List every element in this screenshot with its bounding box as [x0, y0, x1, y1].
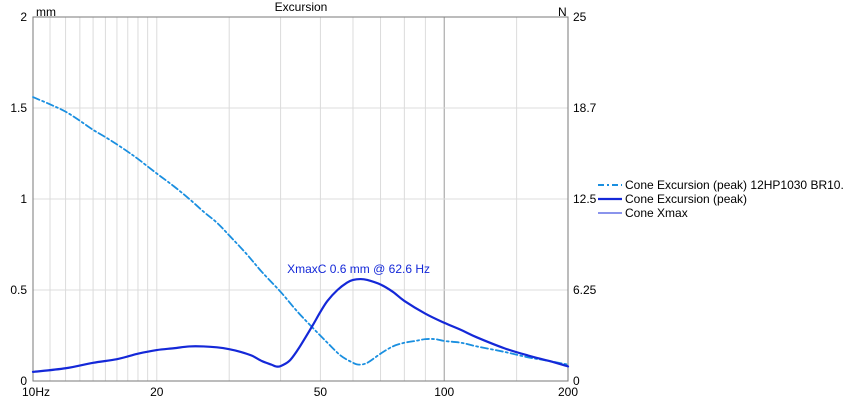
- legend-swatch-thin: [598, 208, 622, 218]
- legend-item-excursion-12hp1030: Cone Excursion (peak) 12HP1030 BR10.2: [598, 178, 844, 192]
- y-left-tick-label: 1.5: [10, 101, 27, 115]
- y-left-tick-label: 0.5: [10, 283, 27, 297]
- chart-title: Excursion: [275, 0, 328, 14]
- chart-legend: Cone Excursion (peak) 12HP1030 BR10.2 Co…: [598, 178, 844, 220]
- legend-item-excursion: Cone Excursion (peak): [598, 192, 840, 206]
- x-tick-label: 10Hz: [22, 385, 50, 399]
- y-left-unit-label: mm: [36, 5, 56, 19]
- y-right-tick-label: 25: [573, 10, 587, 24]
- series-line-solid: [31, 277, 570, 373]
- y-left-tick-label: 2: [20, 10, 27, 24]
- annotation-xmax: XmaxC 0.6 mm @ 62.6 Hz: [287, 262, 430, 276]
- legend-item-xmax: Cone Xmax: [598, 206, 840, 220]
- legend-label: Cone Excursion (peak) 12HP1030 BR10.2: [625, 178, 844, 192]
- series-layer: [31, 96, 570, 373]
- y-left-tick-label: 0: [20, 374, 27, 388]
- legend-swatch-solid: [598, 194, 622, 204]
- y-right-tick-label: 12.5: [573, 192, 597, 206]
- x-tick-label: 50: [314, 385, 328, 399]
- legend-swatch-solid-line: [598, 197, 622, 201]
- x-tick-label: 200: [558, 385, 578, 399]
- legend-label: Cone Excursion (peak): [625, 192, 748, 206]
- y-right-unit-label: N: [558, 5, 567, 19]
- label-layer: Excursion mm N 10Hz 20 50 100 20000.511.5206…: [10, 0, 596, 399]
- legend-swatch-dashdot: [598, 180, 622, 190]
- legend-swatch-thin-line: [598, 212, 622, 214]
- x-tick-label: 100: [434, 385, 454, 399]
- y-right-tick-label: 6.25: [573, 283, 597, 297]
- y-right-tick-label: 0: [573, 374, 580, 388]
- grid-layer: [33, 17, 568, 381]
- y-right-tick-label: 18.7: [573, 101, 597, 115]
- series-line-dashdot: [32, 96, 569, 366]
- x-tick-label: 20: [150, 385, 164, 399]
- axis-layer: [32, 16, 569, 382]
- legend-swatch-dashdot-line: [598, 184, 622, 186]
- legend-label: Cone Xmax: [625, 206, 688, 220]
- y-left-tick-label: 1: [20, 192, 27, 206]
- plot-frame: [32, 16, 569, 382]
